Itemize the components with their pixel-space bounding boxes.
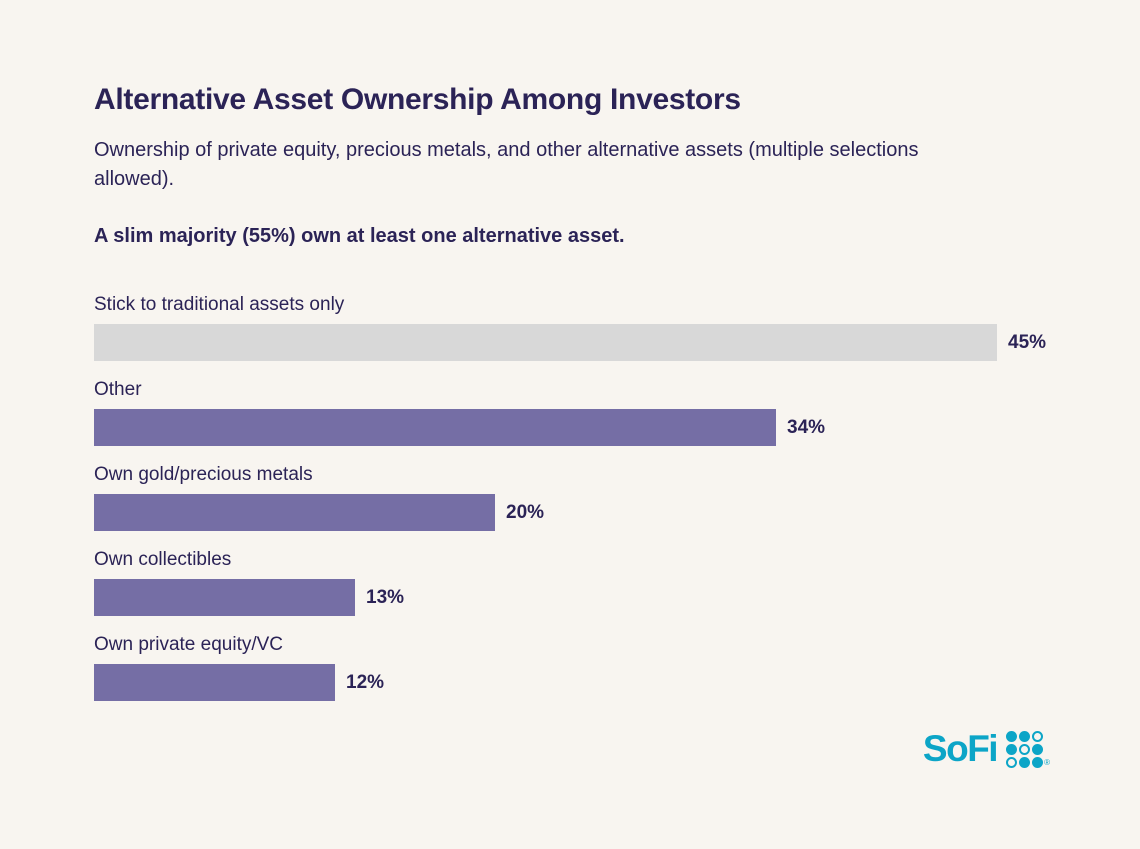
bar-value-label: 13% <box>366 586 405 608</box>
bar-group: Other 34% <box>94 380 1140 446</box>
sofi-wordmark: SoFi <box>922 728 999 769</box>
bar-group: Own collectibles 13% <box>94 550 1140 616</box>
logo-dot-hollow <box>1032 730 1044 742</box>
bar <box>94 494 495 531</box>
bar-group: Own gold/precious metals 20% <box>94 465 1140 531</box>
logo-dot-filled <box>1019 730 1031 742</box>
chart-subtitle: Ownership of private equity, precious me… <box>94 139 919 190</box>
chart-title: Alternative Asset Ownership Among Invest… <box>94 83 741 116</box>
bar <box>94 664 335 701</box>
registered-trademark-mark: ® <box>1044 758 1050 767</box>
bar <box>94 324 997 361</box>
logo-dot-filled <box>1006 743 1018 755</box>
bar-value-label: 12% <box>346 671 385 693</box>
logo-dot-hollow <box>1006 756 1018 768</box>
chart-callout: A slim majority (55%) own at least one a… <box>94 225 625 247</box>
logo-dot-filled <box>1032 743 1044 755</box>
bar-chart: Stick to traditional assets only 45% Other… <box>94 295 1140 701</box>
bar-category-label: Own collectibles <box>94 549 232 570</box>
logo-dot-filled <box>1019 756 1031 768</box>
bar-category-label: Own gold/precious metals <box>94 464 313 485</box>
logo-dot-filled <box>1006 730 1018 742</box>
bar-value-label: 34% <box>787 416 826 438</box>
bar-category-label: Stick to traditional assets only <box>94 294 345 315</box>
sofi-logo: SoFi ® <box>923 729 1050 769</box>
bar-value-label: 20% <box>506 501 545 523</box>
bar-group: Stick to traditional assets only 45% <box>94 295 1140 361</box>
bar-category-label: Own private equity/VC <box>94 634 284 655</box>
logo-dot-filled <box>1032 756 1044 768</box>
bar <box>94 579 355 616</box>
bar-value-label: 45% <box>1008 331 1047 353</box>
bar-group: Own private equity/VC 12% <box>94 635 1140 701</box>
bar <box>94 409 776 446</box>
logo-dot-hollow <box>1019 743 1031 755</box>
bar-category-label: Other <box>94 379 142 400</box>
sofi-dots-icon <box>1006 730 1044 768</box>
